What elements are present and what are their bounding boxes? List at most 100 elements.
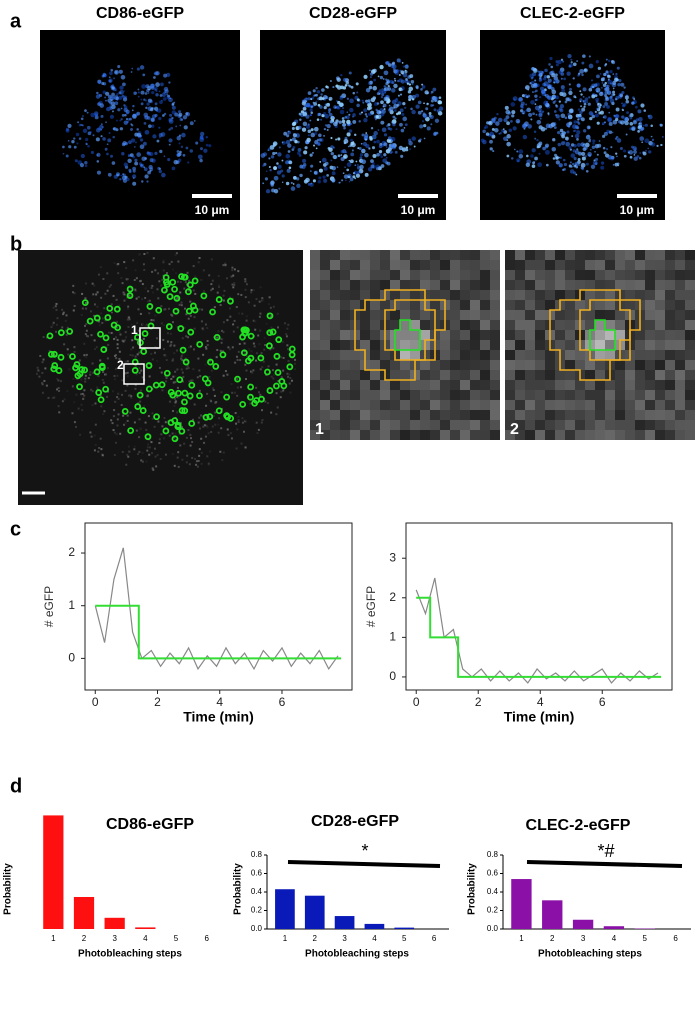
fluorescent-spot (530, 154, 534, 158)
pixel (490, 370, 500, 380)
fluorescent-spot (394, 117, 397, 120)
pixel (460, 260, 470, 270)
noise-pixel (185, 461, 188, 464)
noise-pixel (204, 323, 207, 326)
noise-pixel (162, 259, 165, 262)
fluorescent-spot (603, 115, 607, 119)
fluorescent-spot (592, 142, 595, 145)
pixel (310, 410, 320, 420)
fluorescent-spot (555, 160, 560, 165)
fluorescent-spot (67, 139, 70, 142)
pixel (480, 260, 490, 270)
pixel (515, 390, 525, 400)
fluorescent-spot (170, 126, 174, 130)
noise-pixel (184, 281, 187, 284)
noise-pixel (200, 320, 203, 323)
y-tick-label: 0 (389, 669, 396, 683)
noise-pixel (207, 462, 210, 465)
detected-spot (57, 353, 65, 361)
fluorescent-spot (661, 135, 664, 138)
fluorescent-spot (531, 76, 535, 79)
fluorescent-spot (98, 82, 101, 85)
fluorescent-spot (318, 112, 322, 116)
noise-pixel (121, 379, 124, 382)
noise-pixel (110, 331, 113, 334)
noise-pixel (227, 434, 230, 437)
fluorescent-spot (114, 69, 119, 75)
scale-bar-label: 10 μm (195, 203, 230, 217)
fluorescent-spot (401, 147, 407, 152)
fluorescent-spot (343, 126, 346, 130)
noise-pixel (228, 348, 231, 351)
fluorescent-spot (581, 73, 584, 77)
fluorescent-spot (356, 98, 360, 102)
pixel (595, 350, 605, 360)
fluorescent-spot (331, 116, 334, 119)
fluorescent-spot (632, 120, 637, 125)
fluorescent-spot (277, 164, 282, 169)
noise-pixel (151, 467, 154, 470)
pixel (420, 280, 430, 290)
pixel (430, 290, 440, 300)
pixel (645, 330, 655, 340)
noise-pixel (121, 282, 124, 285)
pixel (575, 280, 585, 290)
noise-pixel (207, 432, 210, 435)
noise-pixel (202, 425, 205, 428)
noise-pixel (293, 362, 296, 365)
noise-pixel (84, 302, 87, 305)
noise-pixel (162, 338, 165, 341)
fluorescent-spot (286, 168, 291, 173)
fluorescent-spot (399, 60, 402, 63)
noise-pixel (222, 299, 225, 302)
pixel (470, 430, 480, 440)
pixel (505, 430, 515, 440)
fluorescent-spot (262, 164, 265, 167)
pixel (460, 250, 470, 260)
noise-pixel (169, 332, 172, 335)
noise-pixel (146, 446, 149, 449)
noise-pixel (169, 344, 172, 347)
fluorescent-spot (598, 140, 601, 142)
fluorescent-spot (323, 127, 327, 131)
fluorescent-spot (136, 128, 139, 131)
fluorescent-spot (179, 117, 183, 121)
pixel (380, 430, 390, 440)
detected-spot (106, 304, 114, 312)
noise-pixel (231, 269, 234, 272)
pixel (420, 390, 430, 400)
noise-pixel (109, 284, 112, 287)
fluorescent-spot (296, 183, 301, 188)
noise-pixel (279, 396, 282, 399)
noise-pixel (51, 361, 54, 364)
fluorescent-spot (599, 104, 602, 107)
zoom-image: 1 (310, 250, 500, 440)
x-tick-label: 3 (112, 934, 117, 943)
noise-pixel (126, 307, 129, 310)
y-axis-label: Probability (233, 863, 244, 915)
pixel (410, 330, 420, 340)
fluorescent-spot (132, 177, 135, 179)
noise-pixel (59, 380, 62, 383)
fluorescent-spot (544, 68, 548, 73)
fluorescent-spot (553, 126, 557, 130)
pixel (480, 250, 490, 260)
fluorescent-spot (318, 133, 322, 138)
fluorescent-spot (168, 81, 171, 84)
fluorescent-spot (522, 123, 528, 128)
noise-pixel (83, 342, 86, 345)
fluorescent-spot (386, 161, 391, 166)
fluorescent-spot (260, 153, 266, 158)
noise-pixel (129, 353, 132, 356)
fluorescent-spot (370, 159, 374, 163)
noise-pixel (115, 367, 118, 370)
fluorescent-spot (145, 106, 148, 110)
noise-pixel (289, 391, 292, 394)
noise-pixel (187, 429, 190, 432)
fluorescent-spot (387, 85, 390, 88)
pixel (545, 370, 555, 380)
fluorescent-spot (368, 147, 371, 150)
fluorescent-spot (315, 86, 318, 90)
fluorescent-spot (430, 90, 434, 94)
fluorescent-spot (183, 125, 188, 130)
